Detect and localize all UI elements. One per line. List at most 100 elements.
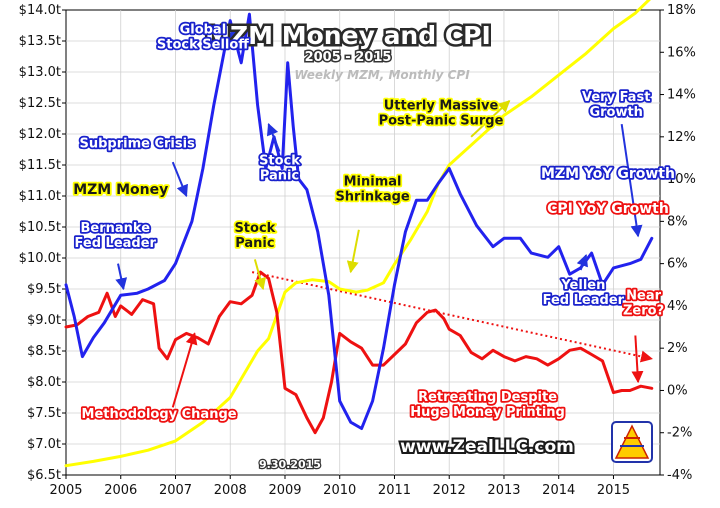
- left-tick-label: $8.5t: [27, 344, 61, 359]
- annotation-line: Post-Panic Surge: [379, 113, 504, 128]
- right-tick-label: 8%: [667, 214, 688, 229]
- annotation-line: Stock Selloff: [157, 37, 249, 52]
- series-line-mzm-money: [64, 0, 652, 468]
- annotation-subprime-crisis: Subprime Crisis: [80, 136, 196, 151]
- annotation-line: Minimal: [344, 174, 402, 189]
- annotation-arrow: [171, 161, 188, 198]
- annotation-arrow: [253, 259, 266, 291]
- zeal-logo: [611, 421, 653, 463]
- left-tick-label: $12.5t: [19, 96, 61, 111]
- left-tick-label: $8.0t: [27, 375, 61, 390]
- x-tick-label: 2006: [104, 483, 137, 498]
- left-tick-label: $14.0t: [19, 3, 61, 18]
- x-tick-label: 2005: [49, 483, 82, 498]
- annotation-line: Subprime Crisis: [80, 136, 196, 151]
- annotation-arrow: [171, 332, 198, 408]
- annotation-line: Bernanke: [80, 221, 150, 236]
- annotation-line: Panic: [260, 168, 299, 183]
- annotation-line: Fed Leader: [543, 293, 625, 308]
- annotation-minimal-shrinkage: Minimal Shrinkage: [335, 174, 409, 204]
- right-tick-label: -4%: [667, 468, 692, 483]
- annotation-line: Utterly Massive: [384, 98, 499, 113]
- left-tick-label: $10.0t: [19, 251, 61, 266]
- series-line-mzm-yoy-growth: [64, 12, 654, 430]
- x-tick-label: 2008: [214, 483, 247, 498]
- series: [64, 0, 654, 468]
- right-tick-label: 4%: [667, 299, 688, 314]
- annotation-line: Zero?: [623, 304, 664, 319]
- legend-mzm-money: MZM Money: [73, 182, 168, 198]
- series-line-cpi-yoy-growth: [64, 270, 654, 435]
- date-label: 9.30.2015: [259, 458, 321, 471]
- annotation-arrow: [115, 263, 128, 291]
- right-tick-label: 2%: [667, 341, 688, 356]
- annotation-arrow: [576, 254, 588, 271]
- annotation-arrow: [470, 100, 511, 138]
- left-tick-label: $9.0t: [27, 313, 61, 328]
- left-tick-label: $9.5t: [27, 282, 61, 297]
- annotation-yellen-fed-leader: Yellen Fed Leader: [543, 278, 625, 308]
- left-tick-label: $11.0t: [19, 189, 61, 204]
- annotation-utterly-massive: Utterly Massive Post-Panic Surge: [379, 98, 504, 128]
- annotation-line: Panic: [235, 236, 274, 251]
- annotation-line: Near: [626, 289, 661, 304]
- annotation-line: Growth: [589, 105, 643, 120]
- annotation-very-fast-growth: Very Fast Growth: [582, 90, 650, 120]
- annotation-line: Very Fast: [582, 90, 650, 105]
- right-tick-label: 14%: [667, 88, 696, 103]
- left-tick-label: $10.5t: [19, 220, 61, 235]
- right-tick-label: 6%: [667, 257, 688, 272]
- x-tick-label: 2009: [268, 483, 301, 498]
- website-label: www.ZealLLC.com: [400, 437, 574, 457]
- x-tick-label: 2011: [378, 483, 411, 498]
- right-tick-label: 12%: [667, 130, 696, 145]
- cpi-trendline: [251, 271, 653, 363]
- annotation-line: Shrinkage: [335, 189, 409, 204]
- right-tick-label: -2%: [667, 426, 692, 441]
- annotation-methodology-change: Methodology Change: [82, 407, 237, 422]
- left-axis-ticks: $6.5t $7.0t $7.5t $8.0t $8.5t $9.0t $9.5t $10.0…: [19, 3, 66, 483]
- annotation-line: Huge Money Printing: [410, 405, 565, 420]
- x-tick-label: 2007: [159, 483, 192, 498]
- annotation-retreating-despite: Retreating Despite Huge Money Printing: [410, 390, 565, 420]
- legend: MZM Money MZM YoY Growth CPI YoY Growth: [71, 164, 676, 218]
- annotation-arrow: [620, 123, 643, 238]
- legend-mzm-yoy-growth: MZM YoY Growth: [541, 166, 675, 182]
- x-tick-label: 2013: [487, 483, 520, 498]
- annotation-bernanke-fed-leader: Bernanke Fed Leader: [75, 221, 157, 251]
- right-tick-label: 10%: [667, 172, 696, 187]
- left-tick-label: $7.5t: [27, 406, 61, 421]
- annotation-arrow: [225, 27, 237, 47]
- grid: [66, 10, 660, 475]
- annotation-line: Stock: [259, 153, 300, 168]
- left-tick-label: $13.5t: [19, 34, 61, 49]
- plot-area: [65, 9, 661, 476]
- annotation-global-stock-selloff: Global Stock Selloff: [157, 22, 249, 52]
- annotation-arrow: [631, 335, 644, 384]
- annotation-line: Yellen: [560, 278, 605, 293]
- annotation-line: Fed Leader: [75, 236, 157, 251]
- annotation-arrow: [266, 123, 281, 152]
- left-tick-label: $11.5t: [19, 158, 61, 173]
- annotation-line: Methodology Change: [82, 407, 237, 422]
- website-badge: www.ZealLLC.com: [398, 421, 653, 463]
- right-axis-ticks: -4% -2% 0% 2% 4% 6% 8% 10% 12% 14% 16% 18%: [660, 3, 696, 483]
- annotations: Global Stock Selloff Subprime Crisis Bernan…: [73, 21, 666, 424]
- annotation-line: Stock: [234, 221, 275, 236]
- left-tick-label: $6.5t: [27, 468, 61, 483]
- annotation-line: Global: [180, 22, 227, 37]
- chart-title: MZM Money and CPI: [205, 21, 491, 50]
- x-tick-label: 2012: [433, 483, 466, 498]
- right-tick-label: 16%: [667, 45, 696, 60]
- x-tick-label: 2014: [542, 483, 575, 498]
- right-tick-label: 18%: [667, 3, 696, 18]
- annotation-arrows: [115, 27, 644, 408]
- annotation-arrow: [346, 229, 360, 274]
- chart-note: Weekly MZM, Monthly CPI: [294, 68, 470, 82]
- right-tick-label: 0%: [667, 383, 688, 398]
- annotation-stock-panic-yellow: Stock Panic: [234, 221, 275, 251]
- x-tick-label: 2015: [597, 483, 630, 498]
- left-tick-label: $13.0t: [19, 65, 61, 80]
